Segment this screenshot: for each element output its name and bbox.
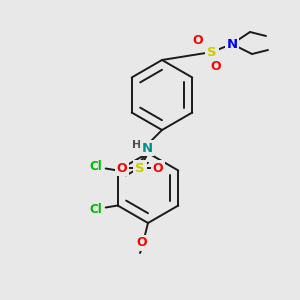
Text: Cl: Cl <box>89 160 102 173</box>
Text: O: O <box>211 59 221 73</box>
Text: O: O <box>153 161 163 175</box>
Text: N: N <box>141 142 153 154</box>
Text: Cl: Cl <box>89 203 102 216</box>
Text: N: N <box>226 38 238 50</box>
Text: O: O <box>117 161 127 175</box>
Text: O: O <box>137 236 147 250</box>
Text: S: S <box>207 46 217 59</box>
Text: S: S <box>135 161 145 175</box>
Text: H: H <box>132 140 142 150</box>
Text: O: O <box>193 34 203 46</box>
